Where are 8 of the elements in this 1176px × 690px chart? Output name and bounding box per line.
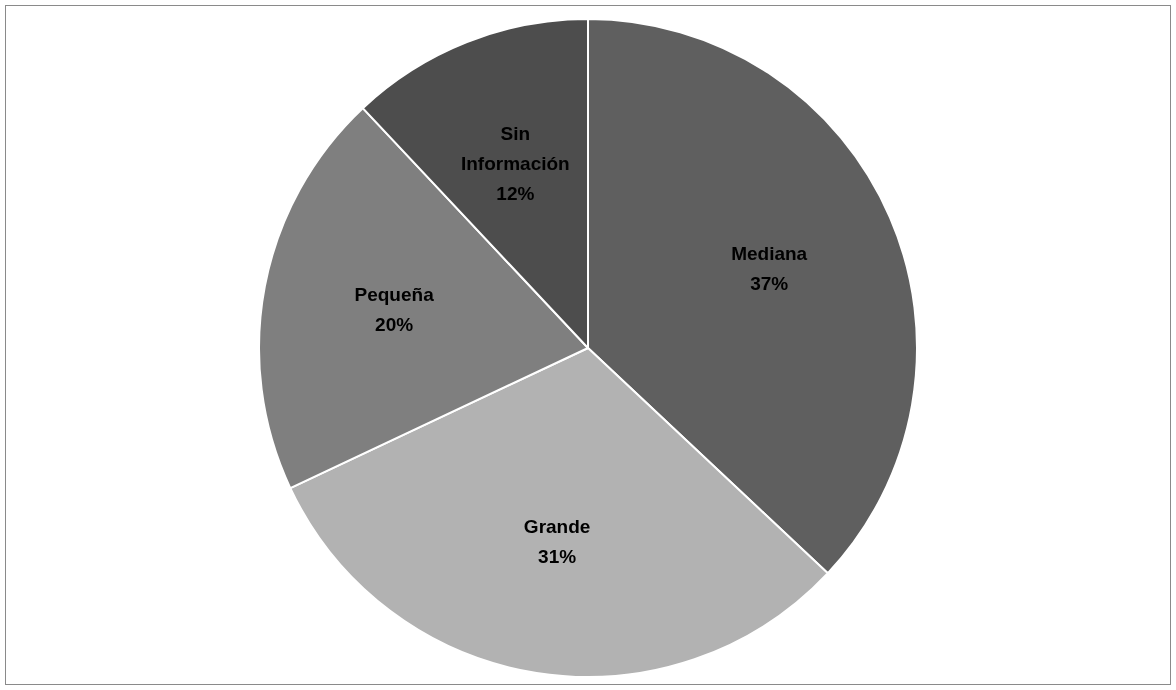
slice-label: Sin Información [460,122,570,174]
data-label: 20% [375,314,414,336]
data-label: 37% [750,272,789,294]
slice-label: Grande [523,516,591,538]
slice-label: Mediana [731,242,808,264]
slice-label: Pequeña [354,284,435,306]
data-label: 31% [538,546,577,568]
data-label: 12% [496,182,535,204]
